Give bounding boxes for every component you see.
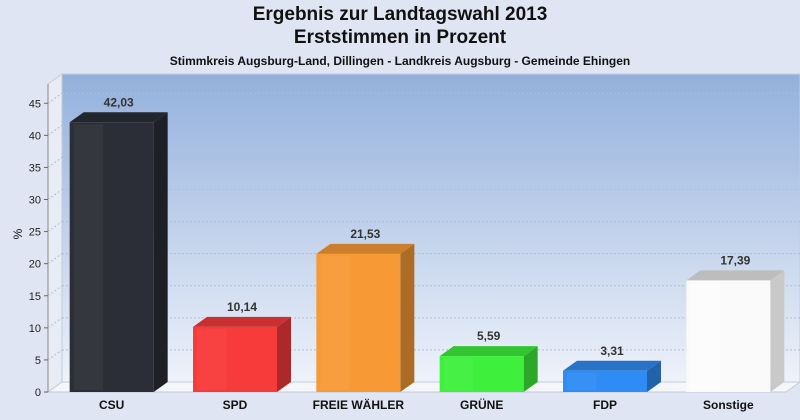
bar-csu xyxy=(69,112,168,393)
bar-highlight xyxy=(197,328,227,390)
bar-side xyxy=(400,243,415,392)
data-label: 42,03 xyxy=(104,95,134,109)
y-tick-label: 10 xyxy=(29,323,41,335)
chart-caption: Stimmkreis Augsburg-Land, Dillingen - La… xyxy=(169,54,631,68)
bar-sonstige xyxy=(686,270,785,392)
bar-top xyxy=(69,112,168,123)
data-label: 3,31 xyxy=(600,344,624,358)
y-tick-label: 40 xyxy=(29,130,41,142)
bar-front xyxy=(686,280,771,392)
bar-highlight xyxy=(690,282,720,390)
bar-spd xyxy=(193,316,291,392)
bar-front xyxy=(439,356,524,392)
data-label: 17,39 xyxy=(720,253,750,267)
x-tick-label: FDP xyxy=(593,398,617,412)
data-label: 21,53 xyxy=(350,227,380,241)
chart-subtitle: Erststimmen in Prozent xyxy=(293,27,507,48)
x-tick-label: GRÜNE xyxy=(460,397,503,412)
bar-side xyxy=(770,270,785,392)
y-tick-label: 20 xyxy=(29,259,41,271)
bar-front xyxy=(316,253,401,392)
bar-top xyxy=(439,346,538,357)
gridline-side xyxy=(47,285,63,297)
y-tick-label: 35 xyxy=(29,162,41,174)
gridline-side xyxy=(47,124,63,136)
data-label: 10,14 xyxy=(227,300,257,314)
gridline-side xyxy=(47,189,63,200)
chart-title: Ergebnis zur Landtagswahl 2013 xyxy=(252,4,548,25)
gridline-side xyxy=(47,253,63,265)
bar-freie-wähler xyxy=(316,243,415,392)
data-label: 5,59 xyxy=(477,329,501,343)
bar-front xyxy=(563,370,647,392)
bar-top xyxy=(316,243,415,254)
gridline-side xyxy=(47,92,63,104)
y-tick-label: 15 xyxy=(29,291,41,303)
gridline-side xyxy=(47,221,63,232)
bar-grüne xyxy=(439,346,538,392)
bar-highlight xyxy=(567,372,597,390)
y-tick-label: 25 xyxy=(29,227,41,239)
x-tick-label: SPD xyxy=(223,398,248,412)
x-tick-label: FREIE WÄHLER xyxy=(313,397,405,412)
bar-highlight xyxy=(320,255,350,390)
y-tick-label: 5 xyxy=(35,355,41,367)
bar-top xyxy=(193,316,291,327)
bar-highlight xyxy=(443,358,474,390)
bar-highlight xyxy=(73,124,104,391)
y-tick-label: 0 xyxy=(35,387,41,399)
bar-side xyxy=(647,360,661,392)
bar-front xyxy=(193,326,277,392)
bar-front xyxy=(69,122,154,393)
x-tick-label: Sonstige xyxy=(703,398,754,412)
plot-side-wall xyxy=(47,73,63,393)
bar-side xyxy=(523,346,538,392)
y-tick-label: 30 xyxy=(29,195,41,207)
y-axis-label: % xyxy=(11,228,25,239)
bar-fdp xyxy=(563,360,661,392)
gridline-side xyxy=(47,317,63,329)
y-tick-label: 45 xyxy=(29,98,41,110)
bar-top xyxy=(686,270,785,281)
bar-side xyxy=(277,316,291,392)
bar-top xyxy=(563,360,661,371)
gridline-side xyxy=(47,157,63,168)
x-tick-label: CSU xyxy=(99,398,124,412)
gridline-side xyxy=(47,349,63,361)
bar-side xyxy=(153,112,168,393)
